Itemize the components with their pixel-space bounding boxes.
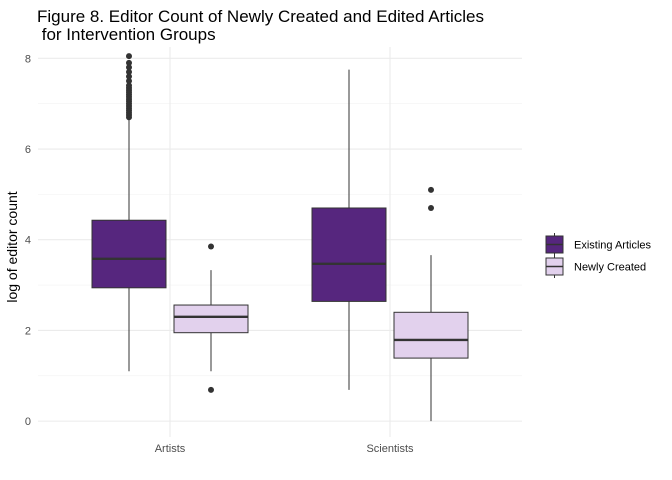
legend-label: Existing Articles <box>574 240 652 252</box>
legend: Existing Articles Newly Created <box>545 233 652 278</box>
outlier-point <box>428 186 434 193</box>
legend-item: Existing Articles <box>545 233 652 256</box>
outlier-point <box>126 53 132 60</box>
chart-title-line-1: Figure 8. Editor Count of Newly Created … <box>37 7 484 26</box>
outlier-point <box>428 204 434 211</box>
y-tick-label: 6 <box>25 144 31 156</box>
box-iqr <box>91 219 167 289</box>
y-tick-label: 4 <box>25 235 31 247</box>
x-tick-label: Scientists <box>366 443 414 455</box>
outlier-point <box>126 59 132 66</box>
outlier-point <box>126 82 132 89</box>
legend-label: Newly Created <box>574 262 646 274</box>
box-group <box>173 243 249 393</box>
chart-title-line-2: for Intervention Groups <box>37 25 216 44</box>
plot-marks <box>91 53 469 422</box>
box-iqr <box>311 207 387 302</box>
box-group <box>91 53 167 372</box>
outlier-point <box>126 78 132 85</box>
y-tick-label: 8 <box>25 53 31 65</box>
outlier-point <box>208 243 214 250</box>
box-iqr <box>393 311 469 359</box>
y-tick-label: 2 <box>25 325 31 337</box>
box-iqr <box>173 304 249 334</box>
outlier-point <box>126 73 132 80</box>
outlier-point <box>126 68 132 75</box>
y-tick-label: 0 <box>25 416 31 428</box>
outlier-point <box>126 64 132 71</box>
box-group <box>311 69 387 390</box>
axis-labels: 0 2 4 6 8 Artists Scientists <box>25 53 414 455</box>
outlier-point <box>208 386 214 393</box>
y-axis-title: log of editor count <box>4 191 20 302</box>
box-group <box>393 186 469 422</box>
x-tick-label: Artists <box>155 443 186 455</box>
legend-item: Newly Created <box>545 255 646 278</box>
